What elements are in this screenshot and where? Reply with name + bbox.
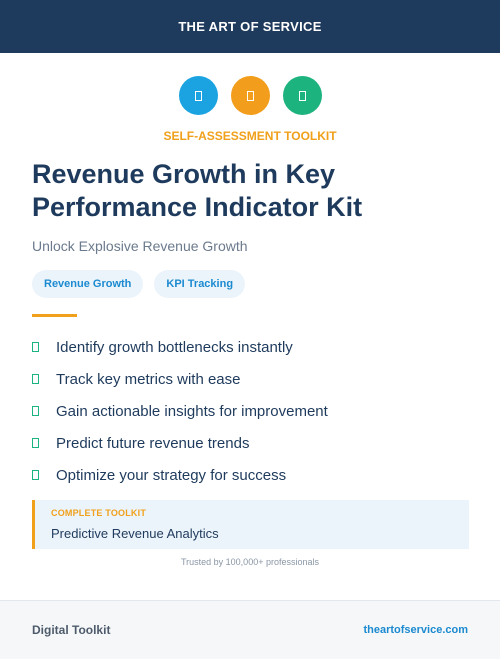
- accent-divider: [32, 314, 77, 317]
- icon-row: [0, 76, 500, 115]
- tag-list: Revenue Growth KPI Tracking: [32, 270, 246, 298]
- feature-item: Gain actionable insights for improvement: [32, 395, 328, 427]
- eyebrow-label: SELF-ASSESSMENT TOOLKIT: [163, 129, 337, 143]
- tag-kpi-tracking: KPI Tracking: [154, 270, 246, 298]
- header-bar: THE ART OF SERVICE: [0, 0, 500, 53]
- document-icon: [298, 90, 306, 101]
- check-icon: [32, 406, 39, 416]
- feature-list: Identify growth bottlenecks instantly Tr…: [32, 331, 328, 491]
- feature-text: Predict future revenue trends: [56, 434, 250, 452]
- green-circle: [282, 76, 322, 115]
- tag-revenue-growth: Revenue Growth: [32, 270, 144, 298]
- feature-text: Optimize your strategy for success: [56, 466, 287, 484]
- blue-circle: [178, 76, 218, 115]
- check-icon: [32, 438, 39, 448]
- page-title: Revenue Growth in Key Performance Indica…: [32, 159, 363, 222]
- feature-text: Identify growth bottlenecks instantly: [56, 338, 293, 356]
- document-icon: [246, 90, 254, 101]
- feature-item: Predict future revenue trends: [32, 427, 328, 459]
- check-icon: [32, 470, 39, 480]
- subtitle: Unlock Explosive Revenue Growth: [32, 238, 248, 254]
- brand-title: THE ART OF SERVICE: [178, 19, 322, 34]
- feature-item: Identify growth bottlenecks instantly: [32, 331, 328, 363]
- feature-text: Track key metrics with ease: [56, 370, 241, 388]
- feature-item: Track key metrics with ease: [32, 363, 328, 395]
- feature-item: Optimize your strategy for success: [32, 459, 328, 491]
- check-icon: [32, 342, 39, 352]
- callout-text: Predictive Revenue Analytics: [51, 526, 219, 541]
- check-icon: [32, 374, 39, 384]
- footer-label: Digital Toolkit: [32, 623, 111, 637]
- footer-bar: Digital Toolkit theartofservice.com: [0, 600, 500, 659]
- trusted-note: Trusted by 100,000+ professionals: [180, 557, 319, 567]
- document-icon: [194, 90, 202, 101]
- callout-label: COMPLETE TOOLKIT: [51, 508, 147, 518]
- website-link[interactable]: theartofservice.com: [363, 624, 468, 636]
- feature-text: Gain actionable insights for improvement: [56, 402, 328, 420]
- toolkit-callout: COMPLETE TOOLKIT Predictive Revenue Anal…: [32, 500, 469, 549]
- orange-circle: [230, 76, 270, 115]
